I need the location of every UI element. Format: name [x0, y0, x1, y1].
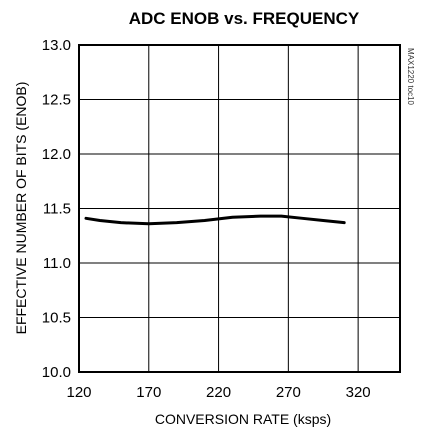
y-tick-label: 13.0: [42, 37, 71, 54]
y-tick-label: 10.5: [42, 310, 71, 327]
y-axis-ticks: 10.0 10.5 11.0 11.5 12.0 12.5 13.0: [42, 37, 71, 381]
y-tick-label: 10.0: [42, 364, 71, 381]
x-tick-label: 220: [206, 384, 231, 401]
y-tick-label: 12.5: [42, 92, 71, 109]
x-tick-label: 170: [136, 384, 161, 401]
x-axis-ticks: 120 170 220 270 320: [66, 384, 370, 401]
y-tick-label: 11.5: [43, 201, 71, 218]
y-tick-label: 12.0: [42, 146, 71, 163]
y-tick-label: 11.0: [43, 255, 71, 272]
x-tick-label: 120: [66, 384, 91, 401]
series-layer: [84, 214, 346, 226]
series-line-0: [84, 214, 346, 226]
figure-code: MAX1220 toc10: [406, 48, 415, 105]
y-axis-label: EFFECTIVE NUMBER OF BITS (ENOB): [13, 82, 29, 335]
plot-frame: [78, 44, 401, 373]
x-axis-label: CONVERSION RATE (ksps): [155, 411, 331, 427]
x-tick-label: 320: [346, 384, 371, 401]
grid: [79, 45, 400, 372]
x-tick-label: 270: [276, 384, 301, 401]
chart-title: ADC ENOB vs. FREQUENCY: [129, 9, 360, 28]
